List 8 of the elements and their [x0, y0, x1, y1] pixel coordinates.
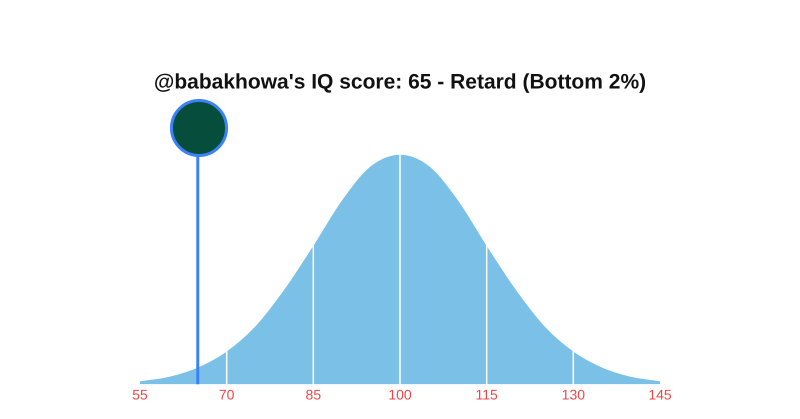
x-tick-label: 145 — [648, 386, 672, 402]
x-tick-label: 130 — [562, 386, 586, 402]
x-tick-label: 70 — [218, 386, 235, 402]
x-tick-label: 55 — [132, 386, 148, 402]
chart-subtitle: @babakhowa's IQ score: 65 - Retard (Bottom 2%) — [154, 70, 646, 94]
x-tick-label: 115 — [476, 386, 498, 402]
x-tick-label: 85 — [306, 386, 322, 402]
x-tick-label: 100 — [388, 386, 412, 402]
